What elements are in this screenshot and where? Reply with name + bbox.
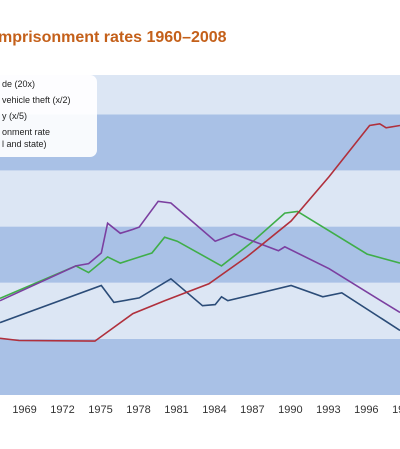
legend-box [0,75,97,157]
x-tick-label: 1978 [126,404,150,416]
legend-label: de (20x) [2,79,35,89]
x-tick-label: 1984 [202,404,226,416]
legend-label-line: de (20x) [2,79,35,89]
legend-label-line: onment rate [2,127,50,137]
legend-label-line: y (x/5) [2,111,27,121]
x-tick-label: 1972 [50,404,74,416]
legend-label: onment rate l and state) [2,127,50,149]
x-tick-label: 1981 [164,404,188,416]
chart-title: mprisonment rates 1960–2008 [0,29,227,46]
legend-label-line: l and state) [2,139,47,149]
x-tick-label: 1993 [316,404,340,416]
legend-label: y (x/5) [2,111,27,121]
x-tick-label: 1975 [88,404,112,416]
x-tick-label: 19 [392,404,400,416]
series-line [0,210,400,300]
x-tick-label: 1996 [354,404,378,416]
legend-label: vehicle theft (x/2) [2,95,71,105]
series-line [0,122,400,342]
x-tick-label: 1969 [12,404,36,416]
series-line [0,200,400,314]
series-line [0,277,400,332]
legend-label-line: vehicle theft (x/2) [2,95,71,105]
grid-band [0,282,400,339]
x-tick-label: 1990 [278,404,302,416]
x-tick-label: 1987 [240,404,264,416]
grid-band [0,170,400,227]
grid-band [0,338,400,395]
